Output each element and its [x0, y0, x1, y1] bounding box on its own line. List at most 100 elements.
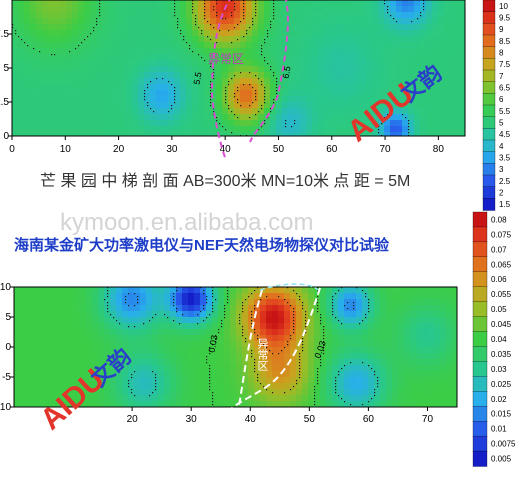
heatmap-cell — [336, 108, 343, 115]
heatmap-cell — [276, 90, 283, 97]
heatmap-cell — [284, 353, 291, 360]
heatmap-cell — [408, 84, 415, 91]
heatmap-cell — [240, 30, 247, 37]
heatmap-cell — [204, 24, 211, 31]
heatmap-cell — [378, 6, 385, 13]
heatmap-cell — [162, 114, 169, 121]
heatmap-cell — [140, 287, 147, 294]
heatmap-cell — [396, 12, 403, 19]
contour-dot — [242, 332, 244, 334]
heatmap-cell — [288, 60, 295, 67]
heatmap-cell — [414, 18, 421, 25]
contour-dot — [209, 368, 211, 370]
contour-dot — [347, 302, 349, 304]
heatmap-cell — [222, 30, 229, 37]
heatmap-cell — [336, 12, 343, 19]
heatmap-cell — [128, 383, 135, 390]
heatmap-cell — [32, 305, 39, 312]
heatmap-cell — [444, 114, 451, 121]
heatmap-cell — [60, 90, 67, 97]
heatmap-cell — [102, 66, 109, 73]
colorbar-swatch — [482, 139, 496, 153]
colorbar-swatch — [472, 241, 488, 258]
heatmap-cell — [18, 0, 25, 7]
heatmap-cell — [356, 377, 363, 384]
heatmap-cell — [116, 317, 123, 324]
heatmap-cell — [116, 377, 123, 384]
heatmap-cell — [356, 365, 363, 372]
heatmap-cell — [60, 12, 67, 19]
heatmap-cell — [206, 317, 213, 324]
heatmap-cell — [194, 329, 201, 336]
heatmap-cell — [414, 108, 421, 115]
contour-dot — [216, 3, 218, 5]
heatmap-cell — [78, 12, 85, 19]
heatmap-cell — [428, 347, 435, 354]
heatmap-cell — [168, 96, 175, 103]
heatmap-cell — [456, 102, 463, 109]
heatmap-cell — [330, 54, 337, 61]
heatmap-cell — [170, 347, 177, 354]
contour-dot — [377, 383, 379, 385]
contour-dot — [317, 374, 319, 376]
heatmap-cell — [300, 126, 307, 133]
heatmap-cell — [168, 78, 175, 85]
heatmap-cell — [432, 18, 439, 25]
contour-dot — [90, 33, 92, 35]
heatmap-cell — [326, 347, 333, 354]
heatmap-cell — [134, 365, 141, 372]
heatmap-cell — [446, 299, 453, 306]
heatmap-cell — [156, 96, 163, 103]
heatmap-cell — [344, 293, 351, 300]
contour-dot — [276, 90, 278, 92]
heatmap-cell — [410, 305, 417, 312]
heatmap-cell — [216, 18, 223, 25]
heatmap-cell — [12, 60, 19, 67]
contour-dot — [225, 87, 227, 89]
heatmap-cell — [32, 335, 39, 342]
heatmap-cell — [282, 66, 289, 73]
heatmap-cell — [318, 0, 325, 7]
heatmap-cell — [56, 377, 63, 384]
heatmap-cell — [390, 36, 397, 43]
heatmap-cell — [404, 359, 411, 366]
heatmap-cell — [372, 78, 379, 85]
heatmap-cell — [126, 0, 133, 7]
heatmap-cell — [222, 60, 229, 67]
heatmap-cell — [242, 329, 249, 336]
heatmap-cell — [438, 108, 445, 115]
heatmap-cell — [366, 114, 373, 121]
contour-dot — [273, 3, 275, 5]
heatmap-cell — [224, 395, 231, 402]
heatmap-cell — [282, 90, 289, 97]
heatmap-cell — [374, 359, 381, 366]
heatmap-cell — [326, 389, 333, 396]
heatmap-cell — [198, 24, 205, 31]
contour-dot — [293, 320, 295, 322]
colorbar-label: 4.5 — [499, 130, 511, 139]
heatmap-cell — [144, 60, 151, 67]
contour-dot — [107, 311, 109, 313]
heatmap-cell — [372, 48, 379, 55]
heatmap-cell — [378, 102, 385, 109]
heatmap-cell — [236, 359, 243, 366]
heatmap-cell — [312, 36, 319, 43]
colorbar-swatch — [472, 421, 488, 437]
heatmap-cell — [72, 42, 79, 49]
heatmap-cell — [168, 108, 175, 115]
heatmap-cell — [330, 66, 337, 73]
heatmap-cell — [90, 54, 97, 61]
heatmap-cell — [396, 120, 403, 127]
contour-dot — [368, 302, 370, 304]
heatmap-cell — [330, 42, 337, 49]
heatmap-cell — [144, 78, 151, 85]
heatmap-cell — [366, 120, 373, 127]
heatmap-cell — [168, 84, 175, 91]
heatmap-cell — [254, 347, 261, 354]
heatmap-cell — [302, 341, 309, 348]
colorbar-label: 3 — [499, 165, 504, 174]
contour-dot — [362, 290, 364, 292]
contour-dot — [335, 386, 337, 388]
heatmap-cell — [48, 18, 55, 25]
contour-dot — [323, 335, 325, 337]
